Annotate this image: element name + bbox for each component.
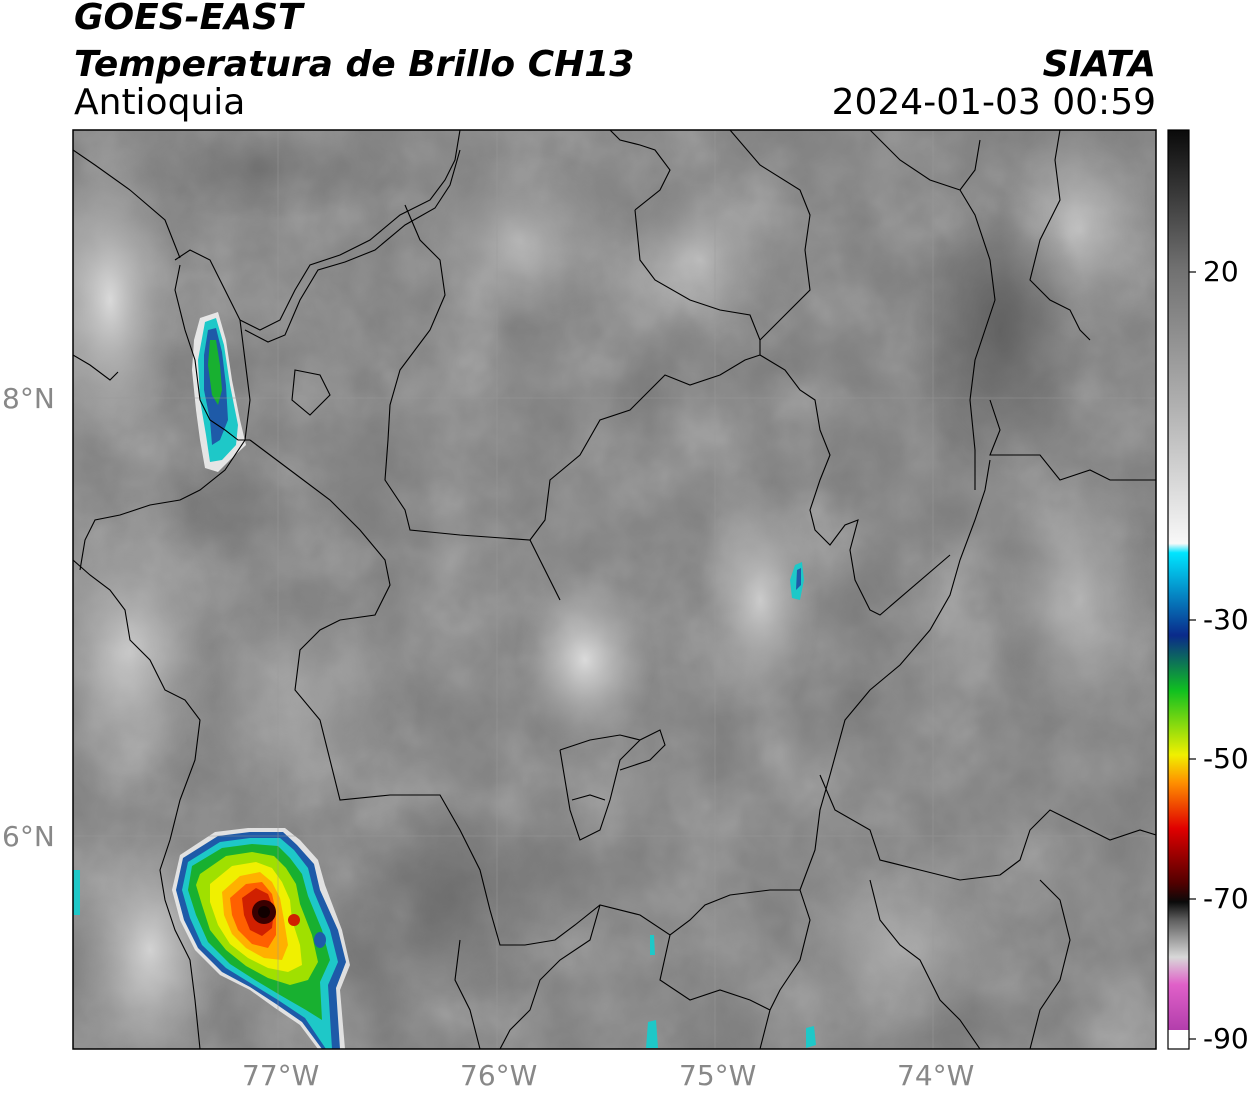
lon-tick-74w: 74°W bbox=[897, 1059, 975, 1092]
storm-cell-south bbox=[172, 828, 350, 1049]
lat-tick-8n: 8°N bbox=[2, 382, 55, 415]
colorbar-label-20: 20 bbox=[1203, 255, 1239, 288]
lon-tick-77w: 77°W bbox=[242, 1059, 320, 1092]
colorbar-label-minus70: -70 bbox=[1203, 882, 1249, 915]
map-gridlines bbox=[73, 130, 1156, 1049]
colorbar-label-minus50: -50 bbox=[1203, 742, 1249, 775]
colorbar bbox=[1168, 130, 1189, 1049]
region-label: Antioquia bbox=[74, 82, 246, 123]
colorbar-label-minus30: -30 bbox=[1203, 603, 1249, 636]
colorbar-ticks bbox=[1189, 271, 1196, 1040]
map-frame bbox=[72, 129, 1157, 1050]
satellite-title: GOES-EAST bbox=[74, 0, 303, 38]
product-title: Temperatura de Brillo CH13 bbox=[74, 44, 635, 85]
storm-cell-north bbox=[192, 312, 246, 472]
satellite-raster bbox=[73, 130, 1156, 1049]
agency-label: SIATA bbox=[1042, 44, 1156, 85]
lon-tick-76w: 76°W bbox=[460, 1059, 538, 1092]
lon-tick-75w: 75°W bbox=[679, 1059, 757, 1092]
colorbar-label-minus90: -90 bbox=[1203, 1022, 1249, 1055]
datetime-label: 2024-01-03 00:59 bbox=[831, 82, 1156, 123]
admin-boundaries bbox=[73, 130, 1156, 1049]
lat-tick-6n: 6°N bbox=[2, 820, 55, 853]
